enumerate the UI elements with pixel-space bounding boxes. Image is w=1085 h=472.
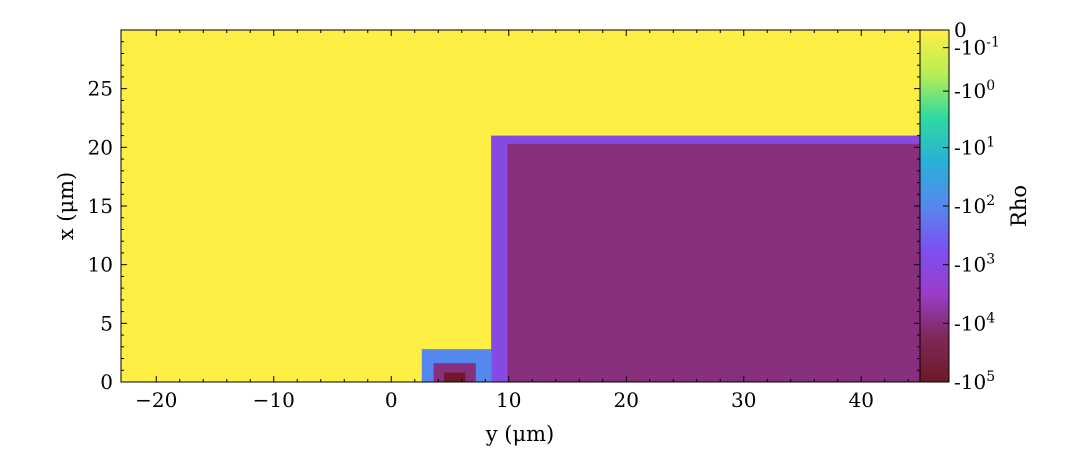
y-tick-label: 0 — [100, 370, 113, 394]
heatmap-region-slab-interior — [507, 143, 920, 382]
x-axis-title: y (μm) — [485, 422, 555, 446]
x-tick-label: 20 — [614, 388, 639, 412]
colorbar-tick-label: -104 — [954, 310, 995, 335]
y-axis-title: x (μm) — [54, 172, 78, 240]
y-axis: 0 5 10 15 20 25 — [88, 41, 920, 394]
y-tick-label: 25 — [88, 77, 113, 101]
x-tick-label: 30 — [731, 388, 756, 412]
x-tick-label: −20 — [135, 388, 177, 412]
colorbar-tick-label: -10-1 — [954, 35, 1000, 60]
x-tick-label: −10 — [253, 388, 295, 412]
heatmap-region-bump-center — [444, 372, 466, 382]
colorbar-label: Rho — [1007, 185, 1031, 227]
y-tick-label: 20 — [88, 135, 113, 159]
colorbar-tick-label: -100 — [954, 78, 995, 103]
colorbar-tick-label: -105 — [954, 369, 995, 394]
heatmap — [121, 30, 920, 382]
x-tick-label: 40 — [849, 388, 874, 412]
colorbar-tick-label: -101 — [954, 135, 995, 160]
colorbar-ticks: 0-10-1 -100 -101 -102 -103 -104 -105 — [943, 18, 1000, 394]
x-axis: −20 −10 0 10 20 30 40 — [135, 30, 909, 412]
y-tick-label: 5 — [100, 311, 113, 335]
y-tick-label: 15 — [88, 194, 113, 218]
x-tick-label: 10 — [496, 388, 521, 412]
x-tick-label: 0 — [385, 388, 398, 412]
y-tick-label: 10 — [88, 253, 113, 277]
colorbar-tick-label: -102 — [954, 193, 995, 218]
colorbar-tick-label: 0 — [954, 18, 967, 42]
colorbar-tick-label: -103 — [954, 252, 995, 277]
